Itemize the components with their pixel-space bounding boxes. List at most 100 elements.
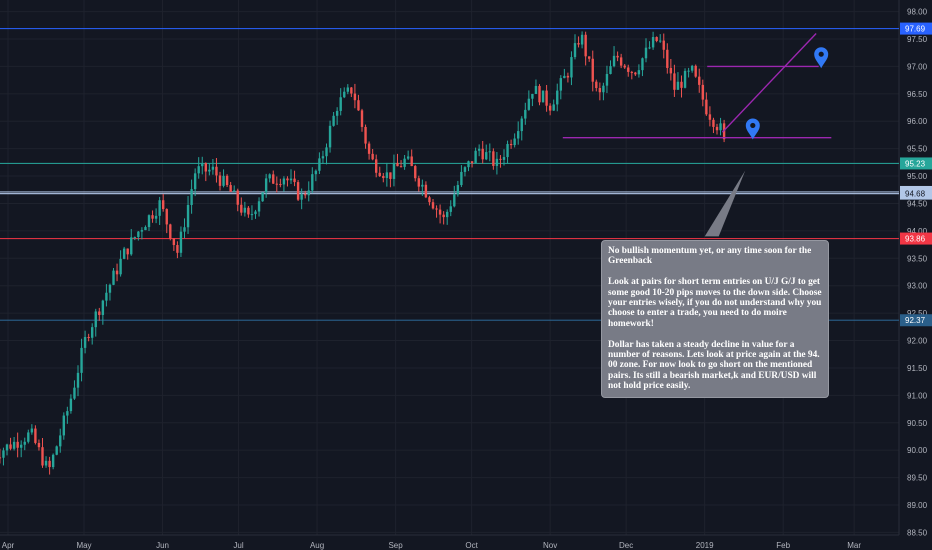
candle-body: [584, 34, 587, 57]
candle-body: [609, 66, 612, 74]
y-tick-label: 89.00: [907, 501, 928, 510]
candle-body: [442, 214, 445, 218]
candle-body: [243, 207, 247, 213]
candle-body: [392, 162, 396, 179]
candle-body: [2, 450, 5, 458]
candle-body: [470, 161, 474, 164]
y-tick-label: 88.50: [907, 528, 928, 537]
candle-body: [666, 49, 669, 68]
candle-body: [467, 161, 470, 168]
candle-body: [556, 90, 559, 105]
y-tick-label: 97.50: [907, 35, 928, 44]
candle-body: [367, 143, 371, 154]
pin-hole: [818, 51, 824, 57]
candle-body: [694, 65, 697, 77]
candle-body: [48, 460, 51, 468]
candle-body: [481, 148, 484, 160]
candle-body: [715, 126, 719, 131]
candle-body: [250, 214, 254, 216]
candle-body: [389, 172, 392, 179]
candle-body: [605, 73, 609, 86]
candle-body: [119, 258, 122, 275]
candle-body: [339, 97, 342, 111]
candle-body: [360, 110, 364, 127]
candle-body: [690, 65, 694, 71]
candle-body: [115, 270, 119, 275]
candle-body: [158, 200, 161, 216]
trend-line[interactable]: [721, 33, 817, 133]
candle-body: [453, 194, 456, 207]
candle-body: [648, 47, 651, 49]
candle-body: [51, 454, 55, 468]
candle-body: [375, 159, 378, 173]
candle-body: [438, 209, 442, 215]
candle-body: [637, 70, 641, 75]
candle-body: [186, 204, 190, 228]
map-pin-icon[interactable]: [745, 118, 760, 140]
y-tick-label: 91.50: [907, 364, 928, 373]
candle-body: [279, 184, 282, 186]
candle-body: [548, 105, 552, 111]
candle-body: [598, 88, 602, 93]
candle-body: [499, 158, 502, 160]
candle-body: [698, 76, 701, 85]
candle-body: [474, 150, 477, 164]
candle-body: [378, 172, 381, 177]
candle-body: [261, 192, 264, 202]
candle-body: [662, 40, 665, 50]
candle-body: [272, 174, 275, 184]
candle-body: [566, 75, 570, 78]
candle-body: [446, 211, 449, 218]
y-tick-label: 95.50: [907, 145, 928, 154]
candle-body: [16, 441, 19, 448]
candle-body: [112, 270, 115, 285]
candle-body: [449, 206, 452, 212]
candle-body: [399, 166, 403, 168]
candle-body: [630, 71, 633, 73]
candle-body: [406, 156, 410, 159]
candle-body: [502, 157, 506, 160]
candle-body: [318, 158, 321, 171]
candle-body: [644, 47, 648, 59]
candle-body: [268, 174, 271, 179]
candle-body: [506, 144, 509, 158]
candle-body: [552, 104, 555, 111]
price-label: 95.23: [905, 159, 926, 168]
candle-body: [325, 147, 328, 157]
candle-body: [350, 87, 353, 94]
y-tick-label: 98.00: [907, 8, 928, 17]
map-pin-icon[interactable]: [814, 47, 829, 69]
candle-body: [410, 156, 413, 167]
price-label: 97.69: [905, 25, 926, 34]
candle-body: [126, 248, 129, 255]
candle-body: [559, 78, 562, 91]
candle-body: [5, 444, 9, 451]
candle-body: [659, 40, 662, 42]
y-tick-label: 96.50: [907, 90, 928, 99]
candle-body: [304, 194, 307, 196]
analysis-callout[interactable]: No bullish momentum yet, or any time soo…: [601, 240, 829, 398]
candle-body: [20, 444, 23, 448]
candle-body: [573, 43, 577, 58]
candle-body: [616, 55, 619, 58]
candle-body: [463, 167, 467, 172]
candle-body: [708, 114, 712, 120]
candle-body: [492, 151, 495, 166]
candle-body: [673, 73, 676, 90]
candle-body: [591, 58, 594, 82]
x-tick-label: Jul: [233, 541, 243, 550]
candle-body: [495, 158, 499, 166]
candle-body: [55, 446, 58, 455]
candle-body: [414, 166, 417, 179]
candle-body: [147, 215, 151, 228]
candle-body: [424, 184, 428, 198]
candle-body: [538, 85, 541, 103]
candle-body: [563, 75, 566, 79]
x-tick-label: Nov: [543, 541, 557, 550]
candle-body: [254, 211, 257, 215]
pin-hole: [750, 122, 756, 129]
candle-body: [311, 174, 314, 191]
candle-body: [577, 43, 580, 45]
candle-body: [105, 292, 108, 301]
